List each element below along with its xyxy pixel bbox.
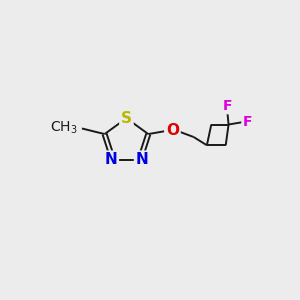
Text: F: F — [222, 99, 232, 113]
Text: N: N — [136, 152, 148, 167]
Text: S: S — [121, 111, 132, 126]
Text: N: N — [104, 152, 117, 167]
Text: CH$_3$: CH$_3$ — [50, 119, 78, 136]
Text: O: O — [166, 123, 179, 138]
Text: F: F — [243, 115, 252, 129]
